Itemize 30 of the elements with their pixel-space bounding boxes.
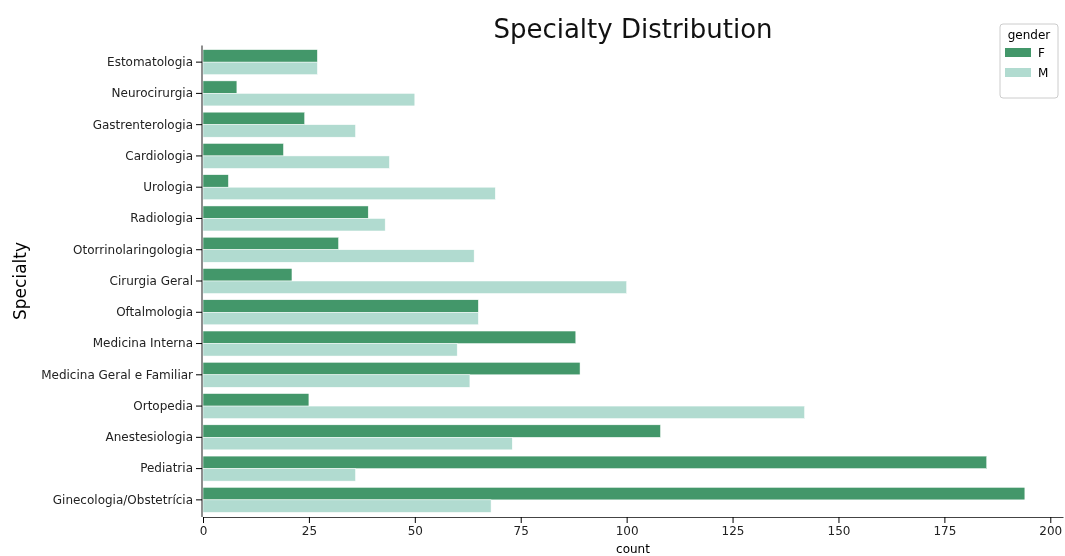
x-tick-label: 25 bbox=[301, 523, 318, 538]
x-tick-label: 150 bbox=[827, 523, 851, 538]
y-tick-label: Otorrinolaringologia bbox=[73, 242, 193, 257]
x-tick-label: 100 bbox=[615, 523, 639, 538]
x-tick-label: 50 bbox=[407, 523, 423, 538]
x-tick-label: 75 bbox=[513, 523, 529, 538]
y-tick-label: Ginecologia/Obstetrícia bbox=[52, 492, 193, 507]
y-tick-label: Medicina Geral e Familiar bbox=[41, 367, 194, 382]
x-axis-title: count bbox=[616, 542, 651, 556]
chart-title: Specialty Distribution bbox=[493, 14, 773, 44]
y-tick-label: Anestesiologia bbox=[105, 430, 193, 445]
x-tick-label: 0 bbox=[199, 523, 208, 538]
y-tick-label: Neurocirurgia bbox=[111, 86, 193, 101]
y-tick-label: Ortopedia bbox=[133, 398, 193, 413]
x-tick-label: 175 bbox=[933, 523, 957, 538]
y-tick-label: Pediatria bbox=[140, 461, 193, 476]
legend-title: gender bbox=[1007, 28, 1051, 42]
y-tick-label: Cirurgia Geral bbox=[109, 273, 193, 288]
y-tick-label: Medicina Interna bbox=[92, 336, 193, 351]
legend-label: M bbox=[1038, 66, 1049, 80]
y-tick-label: Estomatologia bbox=[107, 54, 193, 69]
y-tick-label: Gastrenterologia bbox=[92, 117, 193, 132]
y-tick-label: Urologia bbox=[143, 180, 193, 195]
y-tick-label: Oftalmologia bbox=[116, 305, 193, 320]
y-tick-label: Cardiologia bbox=[125, 148, 193, 163]
legend-label: F bbox=[1038, 46, 1045, 60]
y-axis-title: Specialty bbox=[10, 242, 30, 320]
x-tick-label: 200 bbox=[1039, 523, 1063, 538]
x-tick-label: 125 bbox=[721, 523, 745, 538]
y-tick-label: Radiologia bbox=[130, 211, 193, 226]
